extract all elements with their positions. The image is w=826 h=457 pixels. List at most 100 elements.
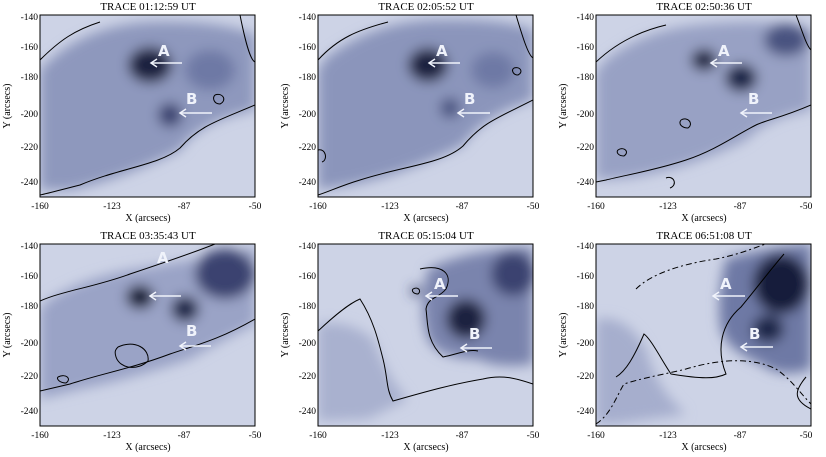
y-tick-label: -240 bbox=[21, 178, 39, 188]
marker-a-label: A bbox=[720, 275, 732, 293]
plot-frame bbox=[39, 243, 256, 427]
y-tick-label: -160 bbox=[299, 43, 317, 53]
marker-b-arrow bbox=[739, 342, 773, 352]
plot-frame bbox=[39, 14, 256, 198]
x-tick-label: -87 bbox=[178, 431, 191, 441]
solar-image bbox=[596, 15, 811, 197]
y-tick-label: -220 bbox=[577, 372, 595, 382]
x-tick-label: -123 bbox=[659, 202, 677, 212]
x-ticks: -160 -123 -87 -50 bbox=[587, 431, 812, 441]
y-ticks: -140 -160 -180 -200 -220 -240 bbox=[299, 242, 317, 417]
y-tick-label: -220 bbox=[21, 372, 39, 382]
marker-a: A bbox=[148, 249, 181, 301]
contour-line bbox=[40, 244, 255, 392]
y-tick-label: -240 bbox=[299, 407, 317, 417]
marker-b-arrow bbox=[459, 343, 492, 353]
x-tick-label: -50 bbox=[527, 202, 540, 212]
marker-a: A bbox=[149, 42, 182, 68]
dashed-contour-line bbox=[596, 244, 811, 425]
y-axis-label: Y (arcsecs) bbox=[558, 84, 569, 129]
y-tick-label: -140 bbox=[577, 13, 595, 23]
marker-b: B bbox=[739, 90, 772, 118]
panel-2: TRACE 02:05:52 UT A B -140 -160 bbox=[278, 0, 553, 228]
marker-a-arrow bbox=[149, 58, 182, 68]
y-ticks: -140 -160 -180 -200 -220 -240 bbox=[21, 242, 39, 417]
y-axis-label: Y (arcsecs) bbox=[558, 313, 569, 358]
y-tick-label: -200 bbox=[299, 339, 317, 349]
marker-b: B bbox=[178, 322, 211, 351]
marker-b-arrow bbox=[739, 108, 772, 118]
marker-b-label: B bbox=[749, 325, 760, 343]
marker-b-label: B bbox=[186, 322, 197, 340]
y-ticks: -140 -160 -180 -200 -220 -240 bbox=[299, 13, 317, 188]
marker-b: B bbox=[178, 90, 212, 118]
x-axis-label: X (arcsecs) bbox=[681, 213, 726, 224]
panel-5: TRACE 05:15:04 UT A B -140 bbox=[278, 229, 553, 457]
y-tick-label: -200 bbox=[577, 110, 595, 120]
y-tick-label: -240 bbox=[577, 407, 595, 417]
x-tick-label: -50 bbox=[800, 431, 813, 441]
y-tick-label: -160 bbox=[577, 43, 595, 53]
marker-b-arrow bbox=[178, 341, 211, 351]
marker-a-label: A bbox=[718, 42, 730, 60]
x-tick-label: -123 bbox=[659, 431, 677, 441]
x-tick-label: -160 bbox=[587, 431, 605, 441]
marker-a-label: A bbox=[158, 42, 170, 60]
x-ticks: -160 -123 -87 -50 bbox=[31, 202, 261, 212]
x-tick-label: -160 bbox=[31, 202, 49, 212]
y-tick-label: -140 bbox=[299, 242, 317, 252]
y-ticks: -140 -160 -180 -200 -220 -240 bbox=[21, 13, 39, 188]
y-tick-label: -180 bbox=[21, 302, 39, 312]
solar-image bbox=[318, 15, 533, 197]
panel-4: TRACE 03:35:43 UT A B -140 -160 bbox=[0, 229, 275, 457]
y-tick-label: -140 bbox=[577, 242, 595, 252]
x-tick-label: -160 bbox=[309, 431, 327, 441]
panel-title: TRACE 03:35:43 UT bbox=[100, 230, 196, 242]
x-ticks: -160 -123 -87 -50 bbox=[309, 202, 539, 212]
x-tick-label: -123 bbox=[103, 431, 121, 441]
y-axis-label: Y (arcsecs) bbox=[280, 313, 291, 358]
x-axis-label: X (arcsecs) bbox=[125, 213, 170, 224]
y-tick-label: -220 bbox=[21, 143, 39, 153]
panel-3: TRACE 02:50:36 UT A B -140 bbox=[556, 0, 826, 228]
y-axis-label: Y (arcsecs) bbox=[280, 84, 291, 129]
marker-b-label: B bbox=[464, 90, 475, 108]
y-tick-label: -240 bbox=[21, 407, 39, 417]
y-tick-label: -220 bbox=[299, 372, 317, 382]
x-tick-label: -87 bbox=[734, 202, 747, 212]
x-tick-label: -50 bbox=[800, 202, 813, 212]
x-tick-label: -123 bbox=[381, 202, 399, 212]
x-axis-label: X (arcsecs) bbox=[403, 213, 448, 224]
y-tick-label: -140 bbox=[299, 13, 317, 23]
panel-title: TRACE 01:12:59 UT bbox=[100, 1, 196, 13]
marker-b-arrow bbox=[456, 108, 490, 118]
marker-a-arrow bbox=[148, 291, 181, 301]
panel-title: TRACE 02:50:36 UT bbox=[656, 1, 752, 13]
marker-b: B bbox=[459, 325, 492, 353]
y-tick-label: -160 bbox=[299, 272, 317, 282]
plot-frame bbox=[595, 243, 812, 427]
marker-b-label: B bbox=[748, 90, 759, 108]
y-tick-label: -200 bbox=[21, 339, 39, 349]
marker-a-label: A bbox=[434, 275, 446, 293]
y-tick-label: -180 bbox=[21, 73, 39, 83]
contour-line bbox=[318, 267, 533, 402]
marker-a-arrow bbox=[427, 58, 460, 68]
x-tick-label: -160 bbox=[309, 202, 327, 212]
panel-4-plot: TRACE 03:35:43 UT A B -140 -160 bbox=[2, 230, 262, 453]
x-tick-label: -50 bbox=[249, 431, 262, 441]
panel-3-plot: TRACE 02:50:36 UT A B -140 bbox=[558, 1, 813, 224]
y-tick-label: -140 bbox=[21, 13, 39, 23]
marker-a: A bbox=[711, 275, 745, 301]
marker-a: A bbox=[424, 275, 458, 301]
y-tick-label: -220 bbox=[577, 143, 595, 153]
solar-image bbox=[40, 15, 255, 197]
x-ticks: -160 -123 -87 -50 bbox=[31, 431, 261, 441]
marker-a: A bbox=[427, 42, 460, 68]
solar-image bbox=[596, 244, 811, 426]
y-tick-label: -200 bbox=[299, 110, 317, 120]
y-tick-label: -180 bbox=[577, 73, 595, 83]
marker-b: B bbox=[456, 90, 490, 118]
marker-b-arrow bbox=[178, 108, 212, 118]
contour-line bbox=[596, 15, 811, 189]
